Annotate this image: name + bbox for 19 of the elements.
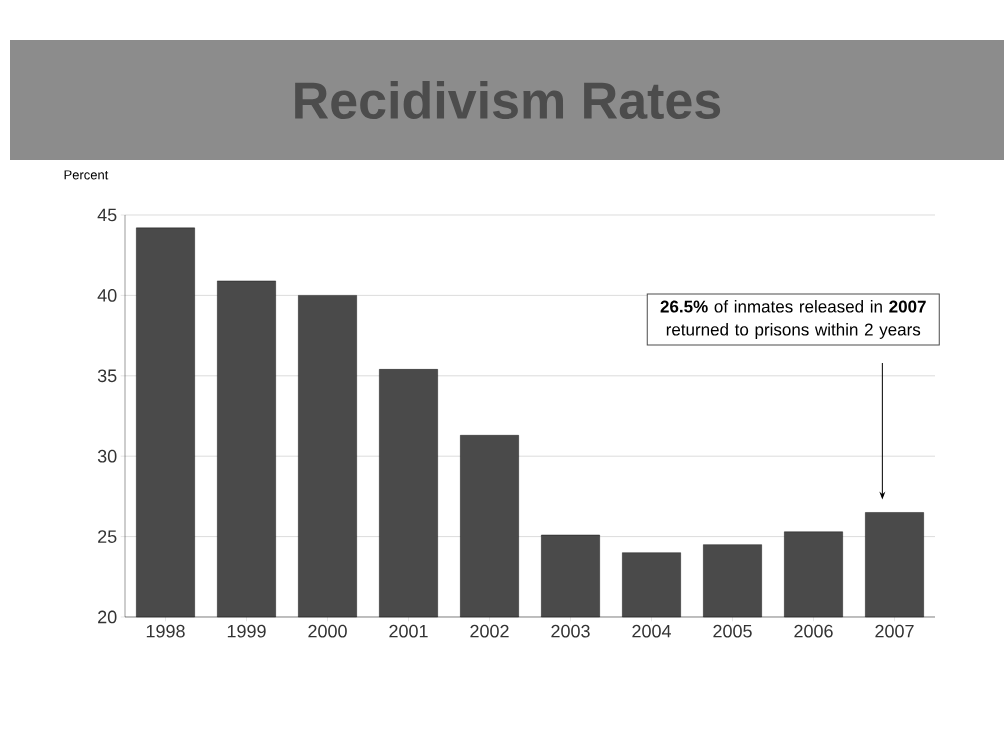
x-tick-label: 2001 xyxy=(389,624,428,638)
y-tick-label: 40 xyxy=(97,289,117,302)
annotation: 26.5% of inmates released in 2007 returned to prisons within 2 years xyxy=(660,300,926,339)
y-tick-label: 20 xyxy=(98,610,117,624)
x-tick-label: 1999 xyxy=(227,624,266,638)
y-tick-label: 25 xyxy=(98,530,117,543)
x-tick-label: 2000 xyxy=(308,624,347,638)
x-tick-label: 2005 xyxy=(713,624,752,638)
x-tick-label: 2003 xyxy=(551,624,590,638)
y-axis-title: Percent xyxy=(64,170,109,180)
y-tick-label: 45 xyxy=(97,208,117,222)
x-tick-label: 2007 xyxy=(875,624,914,638)
y-tick-label: 35 xyxy=(97,369,117,383)
x-tick-label: 1998 xyxy=(146,624,185,638)
y-tick-label: 30 xyxy=(97,449,117,463)
x-tick-label: 2004 xyxy=(632,624,671,638)
x-tick-label: 2002 xyxy=(470,624,509,638)
chart-title: Recidivism Rates xyxy=(295,80,721,120)
x-tick-label: 2006 xyxy=(794,624,833,638)
